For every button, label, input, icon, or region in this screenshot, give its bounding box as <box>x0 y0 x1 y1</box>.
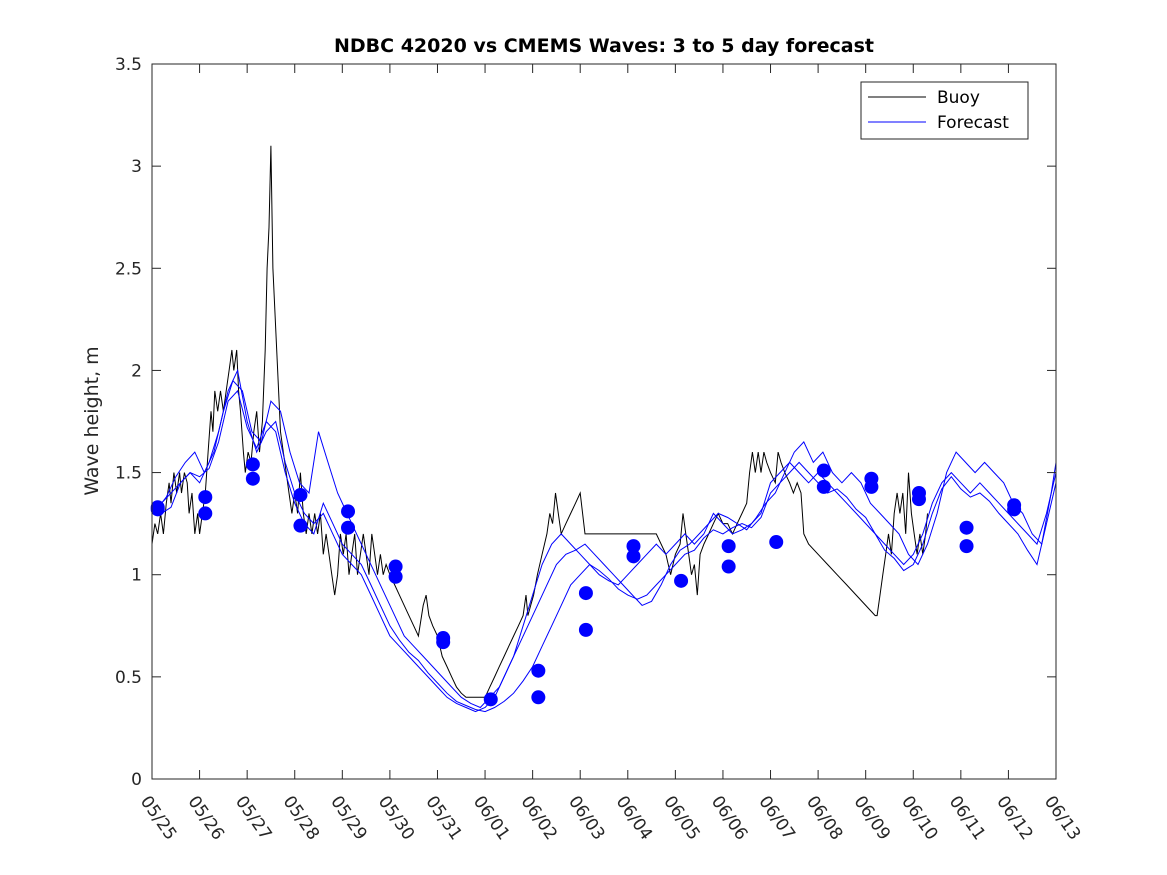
x-tick-label: 05/28 <box>279 792 323 844</box>
x-tick-label: 06/03 <box>564 792 608 844</box>
chart-title: NDBC 42020 vs CMEMS Waves: 3 to 5 day fo… <box>334 35 874 57</box>
x-tick-label: 05/30 <box>374 792 418 844</box>
legend: Buoy Forecast <box>860 81 1029 140</box>
forecast-marker <box>245 457 260 472</box>
x-tick-label: 05/31 <box>421 792 465 844</box>
y-tick-label: 1 <box>131 566 142 586</box>
forecast-marker <box>198 490 213 505</box>
plot-area-frame <box>151 63 1057 780</box>
plot-series <box>150 145 1057 713</box>
x-tick-label: 06/12 <box>992 792 1036 844</box>
forecast-marker <box>436 635 451 650</box>
forecast-marker <box>531 690 546 705</box>
x-tick-label: 06/06 <box>707 792 751 844</box>
legend-buoy-label: Buoy <box>937 88 980 108</box>
x-tick-label: 06/08 <box>802 792 846 844</box>
y-tick-label: 3.5 <box>115 55 142 75</box>
forecast-marker <box>674 573 689 588</box>
x-tick-label: 05/29 <box>326 792 370 844</box>
forecast-marker <box>341 520 356 535</box>
forecast-series-line-2 <box>156 379 1057 709</box>
forecast-marker <box>816 479 831 494</box>
x-axis: 05/25 05/26 05/27 05/28 05/29 05/30 05/31 06/01… <box>136 64 1084 844</box>
x-tick-label: 05/27 <box>231 792 275 844</box>
forecast-marker <box>626 549 641 564</box>
x-tick-label: 05/26 <box>183 792 227 844</box>
y-tick-label: 0 <box>131 770 142 790</box>
forecast-marker <box>959 539 974 554</box>
forecast-marker <box>531 663 546 678</box>
forecast-marker <box>864 479 879 494</box>
forecast-marker <box>911 492 926 507</box>
forecast-marker <box>341 504 356 519</box>
forecast-marker <box>721 539 736 554</box>
y-tick-label: 2 <box>131 361 142 381</box>
buoy-series-line <box>151 145 928 698</box>
x-tick-label: 06/09 <box>850 792 894 844</box>
legend-box <box>860 81 1029 140</box>
x-tick-label: 06/13 <box>1040 792 1084 844</box>
forecast-marker <box>1007 502 1022 517</box>
forecast-marker <box>388 559 403 574</box>
x-tick-label: 05/25 <box>136 792 180 844</box>
forecast-marker <box>769 535 784 550</box>
forecast-series-line-1 <box>151 368 1057 713</box>
x-tick-label: 06/04 <box>612 792 656 844</box>
y-tick-label: 3 <box>131 157 142 177</box>
x-tick-label: 06/07 <box>754 792 798 844</box>
forecast-marker <box>578 586 593 601</box>
x-tick-label: 06/01 <box>469 792 513 844</box>
forecast-marker <box>150 500 165 515</box>
forecast-marker <box>959 520 974 535</box>
forecast-marker <box>626 539 641 554</box>
x-tick-label: 06/05 <box>659 792 703 844</box>
forecast-marker <box>483 692 498 707</box>
forecast-marker <box>293 488 308 503</box>
forecast-marker <box>388 569 403 584</box>
forecast-marker <box>198 506 213 521</box>
forecast-marker <box>578 622 593 637</box>
forecast-marker <box>721 559 736 574</box>
forecast-marker <box>245 471 260 486</box>
x-tick-label: 06/02 <box>517 792 561 844</box>
y-axis: 0 0.5 1 1.5 2 2.5 3 3.5 <box>115 55 1056 790</box>
y-tick-label: 1.5 <box>115 464 142 484</box>
x-tick-label: 06/10 <box>897 792 941 844</box>
y-tick-label: 0.5 <box>115 668 142 688</box>
x-tick-label: 06/11 <box>945 792 989 844</box>
forecast-series-line-3 <box>161 389 1057 713</box>
y-tick-label: 2.5 <box>115 259 142 279</box>
y-axis-label: Wave height, m <box>81 346 103 495</box>
forecast-marker <box>816 463 831 478</box>
legend-forecast-label: Forecast <box>937 113 1009 133</box>
forecast-marker <box>293 518 308 533</box>
